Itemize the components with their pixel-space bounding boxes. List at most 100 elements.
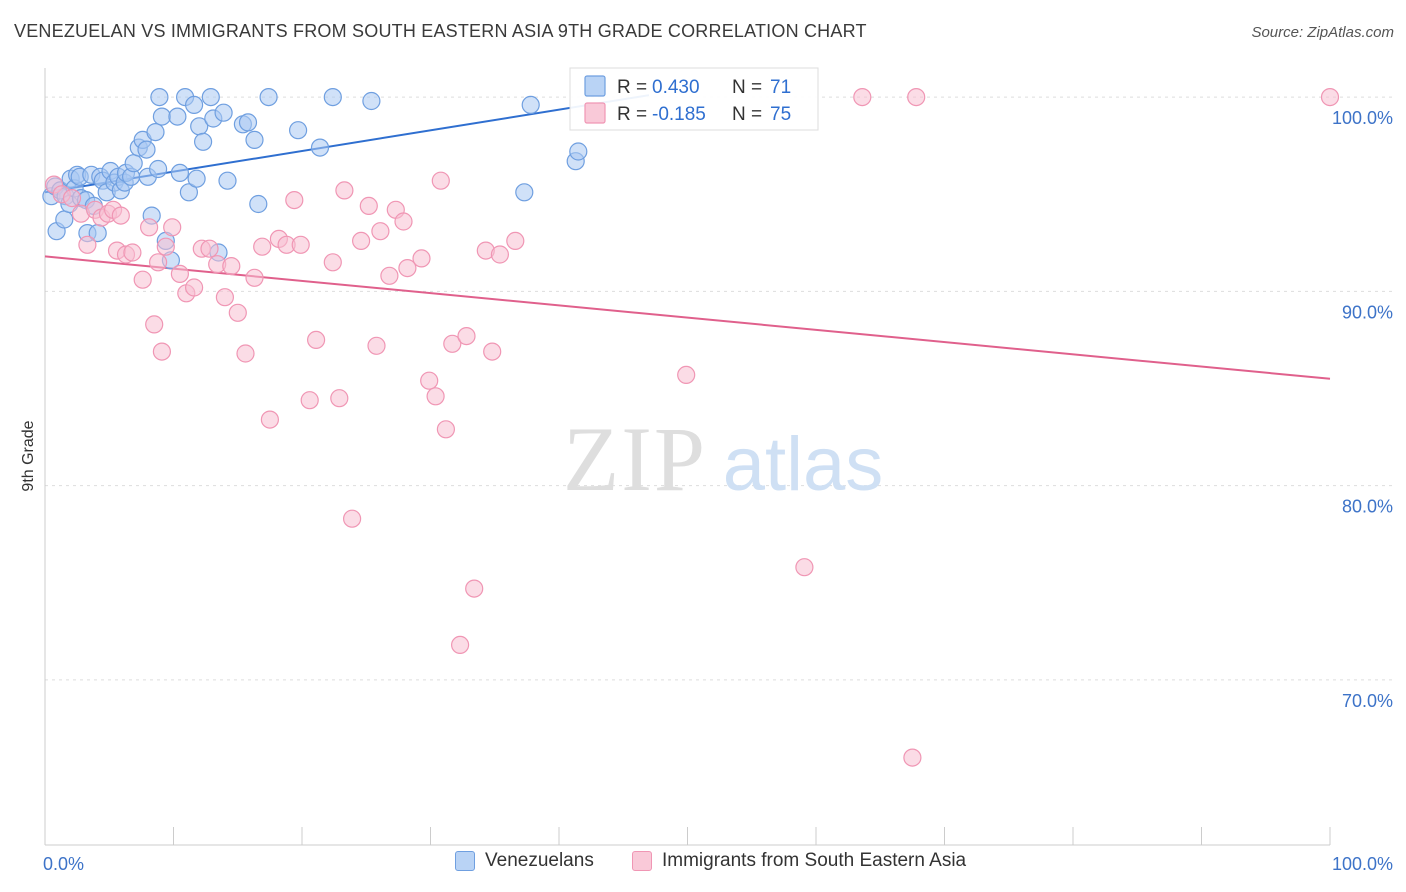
sea-immigrant-point bbox=[163, 218, 182, 237]
venezuelan-point bbox=[124, 154, 143, 173]
legend-label-venezuelans: Venezuelans bbox=[485, 850, 594, 871]
sea-immigrant-point bbox=[677, 365, 696, 384]
sea-immigrant-point bbox=[903, 748, 922, 767]
series-legend: Venezuelans Immigrants from South Easter… bbox=[0, 850, 1406, 880]
sea-immigrant-point bbox=[443, 334, 462, 353]
sea-immigrant-point bbox=[228, 303, 247, 322]
venezuelan-point bbox=[150, 87, 169, 107]
venezuelan-point bbox=[218, 171, 237, 190]
sea-immigrant-point bbox=[853, 87, 872, 107]
watermark-zip: ZIP bbox=[563, 408, 707, 510]
stats-r-label: R = bbox=[617, 104, 647, 125]
legend-swatch-sea-immigrants bbox=[632, 851, 652, 871]
legend-label-sea-immigrants: Immigrants from South Eastern Asia bbox=[662, 850, 967, 871]
stats-r-label: R = bbox=[617, 77, 647, 98]
source-label: Source: ZipAtlas.com bbox=[1251, 24, 1394, 41]
venezuelan-point bbox=[323, 87, 342, 107]
sea-immigrant-point bbox=[291, 235, 310, 254]
venezuelan-point bbox=[289, 121, 308, 140]
venezuelan-point bbox=[245, 130, 264, 149]
venezuelan-point bbox=[259, 87, 278, 107]
sea-immigrant-point bbox=[62, 189, 82, 208]
venezuelan-point bbox=[310, 138, 330, 157]
venezuelan-point bbox=[152, 107, 171, 126]
sea-immigrant-point bbox=[335, 181, 354, 200]
sea-immigrant-point bbox=[506, 231, 525, 250]
sea-immigrant-point bbox=[200, 239, 219, 258]
sea-immigrant-point bbox=[307, 330, 326, 349]
y-tick-label: 90.0% bbox=[1342, 302, 1393, 322]
venezuelan-point bbox=[187, 169, 206, 188]
sea-immigrant-point bbox=[359, 196, 378, 215]
venezuelan-point bbox=[238, 113, 258, 132]
sea-immigrant-point bbox=[285, 191, 304, 210]
venezuelan-point bbox=[521, 95, 540, 115]
sea-immigrant-point bbox=[300, 391, 319, 410]
stats-n-label: N = bbox=[732, 104, 762, 125]
sea-immigrant-point bbox=[420, 371, 439, 390]
chart-title: VENEZUELAN VS IMMIGRANTS FROM SOUTH EAST… bbox=[14, 21, 867, 41]
venezuelan-point bbox=[569, 142, 588, 161]
sea-immigrant-point bbox=[907, 87, 926, 107]
x-tick-label: 100.0% bbox=[1332, 854, 1393, 874]
y-tick-label: 100.0% bbox=[1332, 108, 1393, 128]
stats-n-value: 71 bbox=[770, 77, 791, 98]
stats-n-label: N = bbox=[732, 77, 762, 98]
sea-immigrant-point bbox=[795, 558, 814, 577]
sea-immigrant-point bbox=[412, 249, 431, 268]
sea-immigrant-point bbox=[330, 389, 349, 408]
watermark-atlas: atlas bbox=[723, 422, 884, 507]
venezuelan-point bbox=[168, 107, 187, 126]
y-tick-label: 70.0% bbox=[1342, 691, 1393, 711]
venezuelan-point bbox=[149, 159, 168, 179]
x-tick-label: 0.0% bbox=[43, 854, 84, 874]
sea-immigrant-point bbox=[78, 235, 97, 254]
sea-immigrant-point bbox=[123, 243, 142, 262]
sea-immigrant-point bbox=[215, 288, 234, 307]
sea-immigrant-point bbox=[371, 222, 390, 241]
stats-n-value: 75 bbox=[770, 104, 791, 125]
y-tick-label: 80.0% bbox=[1342, 497, 1393, 517]
sea-immigrant-point bbox=[398, 259, 417, 278]
venezuelan-point bbox=[249, 194, 268, 214]
sea-immigrant-point bbox=[426, 387, 445, 406]
stats-r-value: -0.185 bbox=[652, 104, 706, 125]
sea-immigrant-point bbox=[236, 344, 255, 363]
venezuelan-point bbox=[362, 91, 381, 111]
legend-item-sea-immigrants[interactable]: Immigrants from South Eastern Asia bbox=[632, 850, 966, 872]
venezuelan-point bbox=[201, 87, 220, 107]
sea-immigrant-point bbox=[465, 579, 484, 598]
sea-immigrant-point bbox=[149, 253, 168, 272]
venezuelan-point bbox=[515, 183, 534, 202]
legend-item-venezuelans[interactable]: Venezuelans bbox=[455, 850, 594, 872]
sea-immigrant-point bbox=[170, 264, 189, 283]
sea-immigrant-point bbox=[352, 231, 371, 250]
sea-immigrant-point bbox=[111, 206, 130, 225]
sea-immigrant-point bbox=[490, 245, 509, 264]
venezuelan-point bbox=[55, 210, 74, 229]
sea-immigrant-point bbox=[260, 410, 279, 429]
sea-immigrant-point bbox=[483, 342, 502, 361]
venezuelan-point bbox=[185, 95, 204, 115]
sea-immigrant-point bbox=[245, 268, 264, 287]
sea-immigrant-point bbox=[140, 218, 159, 237]
sea-immigrant-point bbox=[431, 171, 450, 190]
sea-immigrant-point bbox=[367, 336, 386, 355]
sea-immigrant-point bbox=[185, 278, 204, 297]
sea-immigrant-point bbox=[145, 315, 164, 334]
sea-immigrant-point bbox=[323, 253, 342, 272]
legend-swatch-venezuelans bbox=[455, 851, 475, 871]
venezuelan-point bbox=[179, 183, 198, 202]
sea-immigrant-point bbox=[380, 266, 399, 285]
sea-immigrant-point bbox=[152, 342, 171, 361]
stats-swatch bbox=[584, 75, 606, 97]
sea-immigrant-point bbox=[436, 420, 455, 439]
venezuelan-point bbox=[137, 140, 156, 159]
stats-swatch bbox=[584, 102, 606, 124]
sea-immigrant-point bbox=[1320, 87, 1340, 107]
sea-immigrant-point bbox=[457, 327, 476, 346]
stats-r-value: 0.430 bbox=[652, 77, 700, 98]
y-axis-label: 9th Grade bbox=[20, 420, 37, 491]
venezuelan-point bbox=[146, 123, 165, 142]
